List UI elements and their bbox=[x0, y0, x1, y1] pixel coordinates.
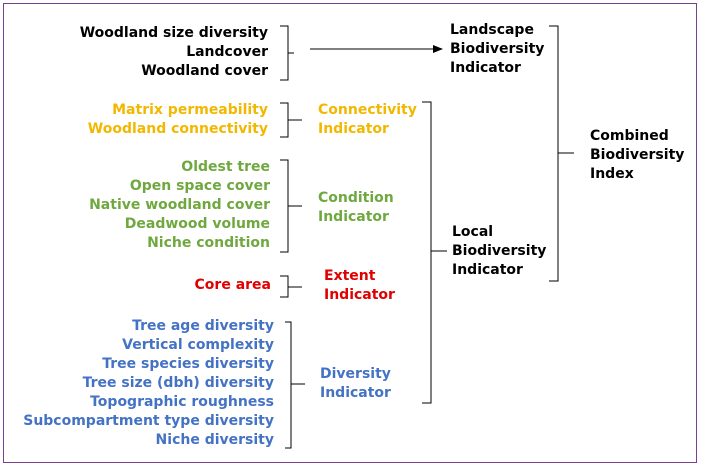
condition-bracket bbox=[280, 159, 289, 253]
condition-items: Oldest tree Open space cover Native wood… bbox=[40, 158, 270, 253]
diversity-indicator: Diversity Indicator bbox=[320, 366, 391, 401]
item-woodland-connectivity: Woodland connectivity bbox=[87, 121, 268, 137]
extent-bracket bbox=[280, 275, 289, 298]
item-tree-species-diversity: Tree species diversity bbox=[102, 356, 274, 372]
connectivity-items: Matrix permeability Woodland connectivit… bbox=[40, 101, 268, 139]
item-tree-age-diversity: Tree age diversity bbox=[132, 318, 274, 334]
item-landcover: Landcover bbox=[186, 44, 268, 60]
item-native-woodland-cover: Native woodland cover bbox=[89, 197, 270, 213]
landscape-items: Woodland size diversity Landcover Woodla… bbox=[40, 24, 268, 81]
item-woodland-size-diversity: Woodland size diversity bbox=[79, 25, 268, 41]
extent-indicator: Extent Indicator bbox=[324, 268, 395, 303]
combined-bracket bbox=[549, 25, 559, 282]
diversity-items: Tree age diversity Vertical complexity T… bbox=[10, 317, 274, 450]
item-subcompartment-type-diversity: Subcompartment type diversity bbox=[23, 413, 274, 429]
local-biodiversity-indicator: Local Biodiversity Indicator bbox=[452, 224, 547, 278]
item-vertical-complexity: Vertical complexity bbox=[122, 337, 274, 353]
item-tree-size-diversity: Tree size (dbh) diversity bbox=[82, 375, 274, 391]
condition-indicator: Condition Indicator bbox=[318, 190, 394, 225]
local-bracket bbox=[422, 101, 432, 404]
item-core-area: Core area bbox=[194, 277, 271, 293]
item-oldest-tree: Oldest tree bbox=[181, 159, 270, 175]
item-deadwood-volume: Deadwood volume bbox=[124, 216, 270, 232]
landscape-bracket bbox=[280, 25, 289, 81]
connectivity-indicator: Connectivity Indicator bbox=[318, 102, 417, 137]
item-woodland-cover: Woodland cover bbox=[141, 63, 268, 79]
item-topographic-roughness: Topographic roughness bbox=[90, 394, 274, 410]
diversity-bracket bbox=[285, 321, 292, 449]
item-open-space-cover: Open space cover bbox=[129, 178, 270, 194]
item-matrix-permeability: Matrix permeability bbox=[112, 102, 268, 118]
item-niche-diversity: Niche diversity bbox=[155, 432, 274, 448]
combined-biodiversity-index: Combined Biodiversity Index bbox=[590, 128, 685, 182]
connectivity-bracket bbox=[280, 102, 289, 138]
item-niche-condition: Niche condition bbox=[147, 235, 270, 251]
landscape-indicator: Landscape Biodiversity Indicator bbox=[450, 22, 545, 76]
extent-items: Core area bbox=[40, 276, 271, 295]
diagram-frame bbox=[3, 3, 697, 463]
